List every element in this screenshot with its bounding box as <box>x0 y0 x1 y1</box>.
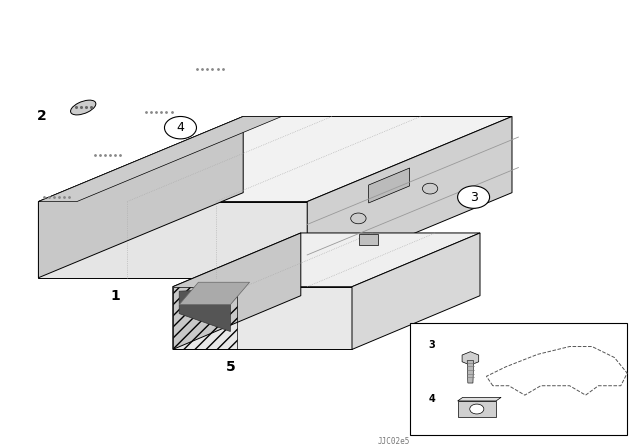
Polygon shape <box>173 287 352 349</box>
Polygon shape <box>352 233 480 349</box>
Polygon shape <box>38 116 512 202</box>
Polygon shape <box>173 233 480 287</box>
Polygon shape <box>179 289 230 332</box>
Text: 5: 5 <box>225 360 236 375</box>
Circle shape <box>164 116 196 139</box>
Text: 3: 3 <box>429 340 436 350</box>
Circle shape <box>470 404 484 414</box>
Text: 3: 3 <box>470 190 477 204</box>
Bar <box>359 234 378 246</box>
Polygon shape <box>179 282 250 305</box>
Ellipse shape <box>70 100 96 115</box>
Polygon shape <box>458 397 501 401</box>
Circle shape <box>422 183 438 194</box>
Polygon shape <box>38 116 282 202</box>
Text: JJC02e5: JJC02e5 <box>378 437 410 446</box>
Bar <box>410 323 627 435</box>
Text: 4: 4 <box>429 394 436 404</box>
Text: 2: 2 <box>36 109 47 124</box>
Circle shape <box>351 213 366 224</box>
Polygon shape <box>369 168 410 203</box>
Text: 4: 4 <box>177 121 184 134</box>
Polygon shape <box>462 352 479 365</box>
Polygon shape <box>467 361 474 383</box>
Polygon shape <box>458 401 496 417</box>
Text: 1: 1 <box>110 289 120 303</box>
Circle shape <box>458 186 490 208</box>
Polygon shape <box>173 233 301 349</box>
Polygon shape <box>38 202 307 278</box>
Polygon shape <box>38 116 243 278</box>
Polygon shape <box>307 116 512 278</box>
